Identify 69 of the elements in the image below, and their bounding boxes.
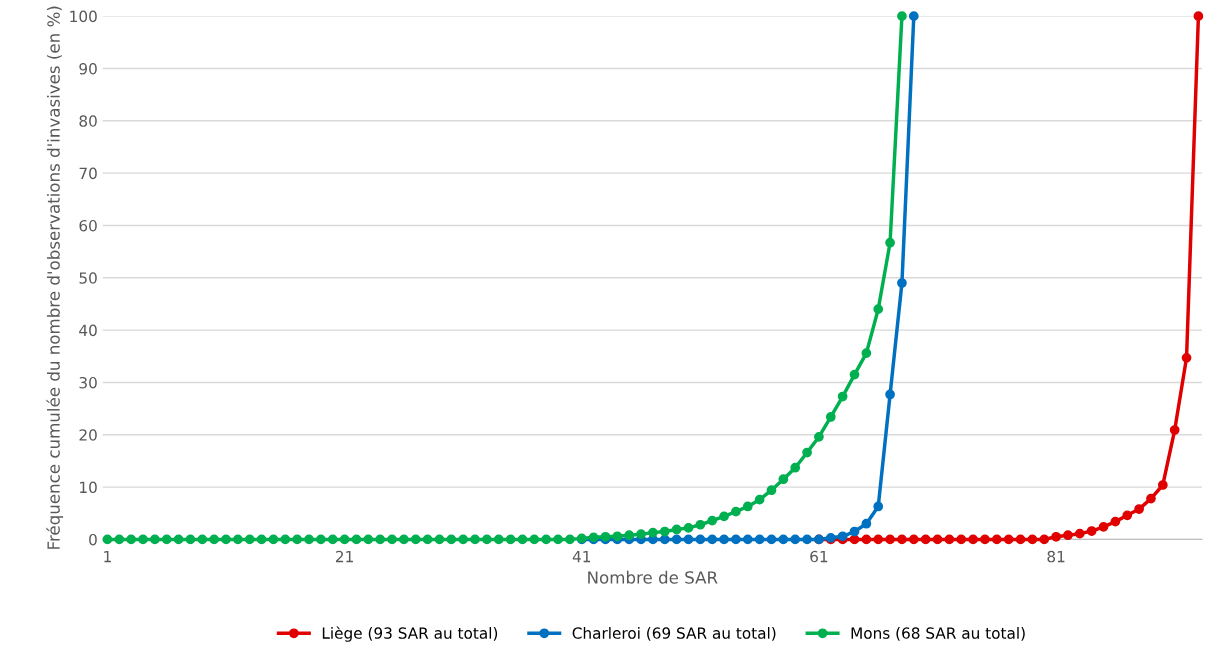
- point: [897, 278, 907, 288]
- point: [885, 534, 895, 545]
- point: [897, 534, 907, 545]
- point: [920, 534, 931, 545]
- point: [932, 534, 943, 545]
- y-tick-label: 60: [79, 219, 97, 232]
- point: [1086, 526, 1097, 536]
- point: [802, 534, 812, 545]
- point: [671, 534, 682, 545]
- point: [754, 534, 765, 545]
- point: [968, 534, 978, 545]
- point: [1157, 480, 1168, 490]
- point: [908, 534, 919, 545]
- point: [1051, 531, 1061, 542]
- point: [849, 526, 860, 537]
- point: [731, 534, 741, 545]
- y-tick-label: 90: [79, 62, 97, 75]
- point: [1110, 516, 1121, 527]
- point: [1003, 534, 1014, 545]
- y-tick-label: 30: [79, 376, 97, 389]
- y-tick-label: 10: [80, 481, 97, 494]
- point: [1039, 534, 1050, 545]
- point: [766, 534, 777, 545]
- x-axis-title: Nombre de SAR: [588, 570, 718, 584]
- point: [1063, 530, 1073, 541]
- point: [1122, 510, 1133, 521]
- legend-label: Mons (68 SAR au total): [851, 627, 1025, 641]
- y-tick-label: 50: [79, 272, 97, 284]
- point: [790, 534, 801, 545]
- point: [1015, 534, 1026, 545]
- point: [778, 534, 789, 545]
- x-tick-label: 81: [1047, 550, 1065, 563]
- y-axis-title: Fréquence cumulée du nombre d'observations d'invasives (en %): [46, 6, 64, 549]
- x-tick-label: 41: [572, 550, 591, 563]
- point: [873, 501, 884, 512]
- point: [991, 534, 1002, 545]
- y-tick-label: 40: [79, 324, 97, 337]
- point: [885, 389, 895, 400]
- point: [1027, 534, 1038, 545]
- y-tick-label: 20: [79, 429, 97, 441]
- point: [1181, 352, 1192, 363]
- point: [1169, 425, 1180, 435]
- point: [956, 534, 967, 545]
- point: [1193, 11, 1204, 22]
- point: [944, 534, 955, 545]
- point: [742, 534, 753, 545]
- point: [659, 534, 670, 545]
- point: [1074, 528, 1085, 539]
- point: [1134, 504, 1144, 514]
- point: [683, 534, 694, 545]
- point: [980, 534, 990, 545]
- y-tick-label: 80: [79, 115, 97, 127]
- legend-label: Liège (93 SAR au total): [322, 626, 498, 642]
- y-tick-label: 0: [89, 533, 97, 546]
- x-tick-label: 61: [810, 550, 828, 563]
- point: [1146, 493, 1156, 504]
- point: [695, 534, 706, 545]
- x-tick-label: 21: [335, 550, 353, 563]
- y-tick-label: 70: [79, 167, 97, 180]
- point: [908, 11, 919, 22]
- point: [861, 518, 872, 529]
- point: [1098, 521, 1109, 532]
- x-tick-label: 1: [104, 550, 111, 563]
- point: [861, 534, 872, 545]
- y-tick-label: 100: [70, 10, 97, 23]
- point: [707, 534, 718, 545]
- point: [719, 534, 729, 545]
- point: [873, 534, 884, 545]
- legend-label: Charleroi (69 SAR au total): [572, 627, 776, 641]
